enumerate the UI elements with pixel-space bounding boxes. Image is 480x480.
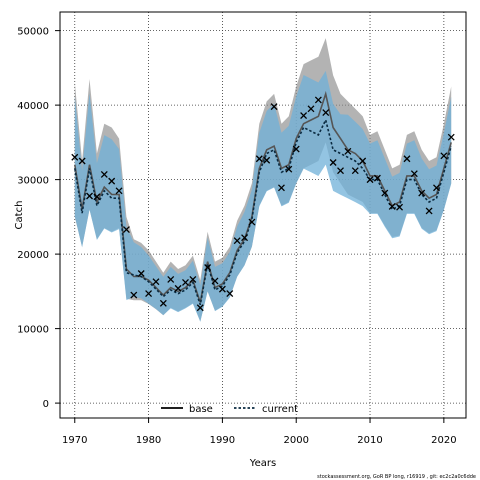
- observed-point: [351, 167, 359, 175]
- observed-point: [248, 218, 256, 226]
- y-axis: 0 10000 20000 30000 40000 50000: [17, 27, 60, 410]
- observed-point: [159, 299, 167, 307]
- legend: base current: [161, 404, 298, 415]
- x-tick-label: 2020: [431, 435, 456, 446]
- observed-points: [71, 96, 455, 312]
- observed-point: [100, 170, 108, 178]
- observed-point: [277, 184, 285, 192]
- observed-point: [174, 284, 182, 292]
- y-axis-title: Catch: [14, 201, 25, 230]
- plot-frame: [59, 11, 467, 419]
- observed-point: [322, 109, 330, 117]
- observed-point: [263, 156, 271, 164]
- observed-point: [270, 103, 278, 111]
- y-tick-label: 10000: [17, 325, 49, 336]
- observed-point: [381, 189, 389, 197]
- y-tick-label: 40000: [17, 101, 49, 112]
- footer-note: stockassessment.org, GoR BP long, r16919…: [317, 474, 476, 480]
- observed-point: [241, 234, 249, 242]
- x-axis-title: Years: [249, 458, 276, 469]
- observed-point: [344, 147, 352, 155]
- observed-point: [137, 270, 145, 277]
- observed-point: [447, 133, 455, 141]
- x-tick-label: 2010: [357, 435, 382, 446]
- observed-point: [255, 155, 263, 163]
- series-lines: [74, 90, 452, 306]
- observed-point: [196, 304, 204, 312]
- observed-point: [403, 155, 411, 163]
- observed-point: [314, 96, 322, 104]
- observed-point: [226, 290, 234, 298]
- observed-point: [152, 278, 160, 286]
- y-tick-label: 20000: [17, 250, 49, 261]
- observed-point: [388, 202, 396, 210]
- observed-point: [418, 189, 426, 197]
- observed-point: [373, 174, 381, 182]
- observed-point: [108, 177, 116, 185]
- y-tick-label: 0: [43, 399, 49, 410]
- observed-point: [307, 105, 315, 113]
- y-tick-label: 50000: [17, 27, 49, 38]
- observed-point: [218, 285, 226, 293]
- observed-point: [233, 237, 241, 245]
- observed-point: [337, 167, 344, 175]
- observed-point: [300, 112, 308, 120]
- observed-point: [189, 275, 197, 283]
- x-axis: 1970 1980 1990 2000 2010 2020: [62, 418, 457, 446]
- observed-point: [425, 207, 433, 215]
- observed-point: [359, 157, 367, 165]
- observed-point: [204, 264, 212, 271]
- observed-point: [285, 165, 293, 173]
- observed-point: [115, 187, 123, 195]
- observed-point: [71, 153, 79, 161]
- x-tick-label: 1990: [210, 435, 235, 446]
- observed-point: [86, 192, 93, 200]
- x-tick-label: 1970: [62, 435, 87, 446]
- legend-base-label: base: [189, 404, 213, 415]
- observed-point: [396, 203, 404, 211]
- observed-point: [145, 290, 153, 298]
- observed-point: [122, 226, 130, 233]
- confidence-bands: [74, 38, 452, 322]
- observed-point: [93, 193, 101, 201]
- current-series-line: [74, 117, 452, 306]
- x-tick-label: 1980: [136, 435, 161, 446]
- legend-current-label: current: [262, 404, 298, 415]
- x-tick-label: 2000: [283, 435, 308, 446]
- observed-point: [182, 278, 189, 286]
- observed-point: [292, 145, 300, 153]
- observed-point: [366, 176, 374, 184]
- observed-point: [167, 275, 175, 283]
- current-confidence-band: [74, 70, 452, 322]
- y-tick-label: 30000: [17, 176, 49, 187]
- observed-point: [211, 277, 219, 285]
- observed-point: [410, 170, 418, 178]
- observed-point: [130, 291, 138, 299]
- observed-point: [433, 184, 440, 192]
- observed-point: [78, 157, 86, 165]
- observed-point: [440, 152, 448, 160]
- observed-point: [329, 159, 337, 166]
